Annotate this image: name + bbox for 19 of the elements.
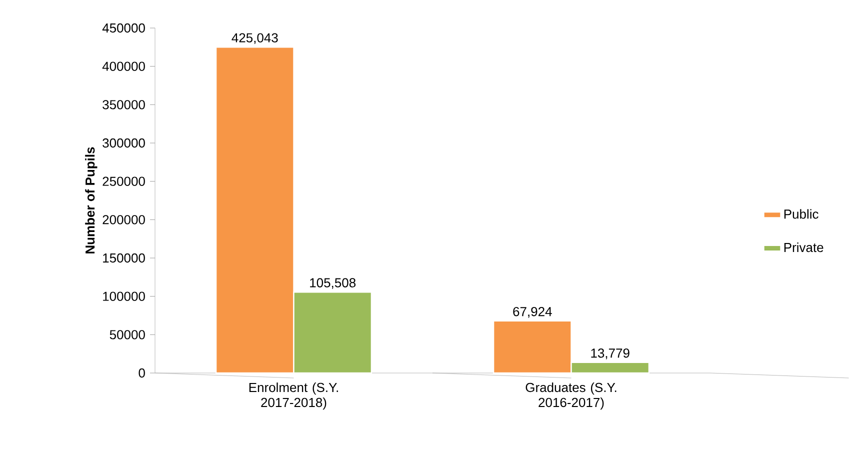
y-tick-label: 200000	[102, 215, 145, 224]
y-tick-label: 250000	[102, 176, 145, 186]
y-tick-label: 150000	[103, 253, 145, 263]
y-tick-label: 50000	[110, 330, 145, 340]
y-axis-title: Number of Pupils	[85, 147, 98, 254]
y-tick-label: 400000	[102, 62, 145, 71]
y-tick-label: 0	[138, 368, 145, 378]
data-label: 105,508	[310, 278, 356, 289]
y-tick-label: 300000	[102, 138, 145, 148]
legend-label: Private	[784, 242, 824, 252]
y-tick-label: 100000	[103, 292, 145, 301]
legend-label: Public	[784, 209, 818, 219]
data-label: 425,043	[232, 33, 278, 44]
y-tick-label: 450000	[102, 23, 145, 33]
data-label: 67,924	[513, 306, 552, 318]
x-tick-label: Graduates (S.Y. 2016-2017)	[526, 382, 616, 410]
y-tick-label: 350000	[102, 100, 145, 110]
data-label: 13,779	[591, 348, 630, 360]
x-tick-label: Enrolment (S.Y. 2017-2018)	[249, 382, 338, 410]
